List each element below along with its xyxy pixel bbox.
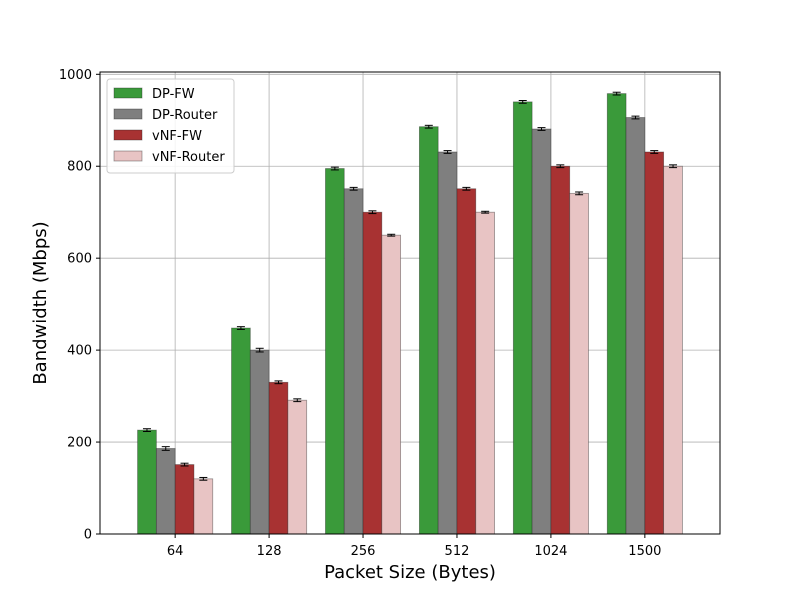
legend-box	[106, 78, 235, 174]
legend-swatch-dp-router	[113, 108, 143, 120]
bar-vnf-router	[193, 478, 214, 535]
bar-vnf-router	[381, 234, 402, 535]
x-tick-label: 128	[257, 544, 282, 559]
x-tick-label: 1024	[534, 544, 567, 559]
bar-vnf-fw	[456, 188, 477, 535]
bar-dp-fw	[418, 126, 439, 535]
y-tick-label: 800	[67, 160, 92, 175]
error-bar-layer	[142, 91, 678, 481]
legend-label-vnf-fw: vNF-FW	[152, 129, 202, 144]
bar-dp-router	[155, 448, 176, 535]
bar-dp-router	[437, 151, 458, 535]
y-tick-label: 1000	[59, 68, 92, 83]
bar-vnf-fw	[268, 381, 289, 535]
x-axis-title: Packet Size (Bytes)	[324, 562, 496, 583]
bar-vnf-router	[475, 211, 495, 535]
y-axis-title: Bandwidth (Mbps)	[30, 221, 51, 384]
legend-swatch-vnf-fw	[113, 129, 143, 141]
bar-vnf-fw	[174, 464, 195, 535]
bar-vnf-router	[569, 192, 589, 535]
bar-dp-fw	[231, 327, 251, 535]
bar-vnf-fw	[644, 151, 665, 535]
legend-swatch-vnf-router	[113, 150, 143, 162]
bar-vnf-router	[287, 399, 308, 535]
bar-vnf-router	[663, 165, 683, 535]
legend: DP-FW DP-Router vNF-FW vNF-Router	[106, 78, 235, 174]
legend-label-vnf-router: vNF-Router	[152, 150, 225, 165]
y-tick-label: 200	[67, 436, 92, 451]
plot-frame	[99, 71, 721, 535]
y-tick-label: 0	[84, 528, 92, 543]
bar-dp-fw	[606, 93, 627, 535]
x-tick-label: 512	[445, 544, 470, 559]
x-tick-label: 256	[351, 544, 376, 559]
bar-dp-router	[625, 117, 646, 535]
tick-layer: 0 200 400 600 800 1000 64 128 256 512 1024 1500	[59, 68, 661, 559]
bar-vnf-fw	[550, 165, 571, 535]
bar-dp-fw	[137, 429, 157, 535]
y-tick-label: 600	[67, 252, 92, 267]
legend-swatch-dp-fw	[113, 87, 143, 99]
bar-dp-router	[343, 188, 364, 535]
bar-vnf-fw	[362, 211, 383, 535]
legend-label-dp-fw: DP-FW	[152, 87, 195, 102]
bar-dp-router	[531, 128, 552, 535]
bar-dp-router	[249, 349, 270, 535]
x-tick-label: 1500	[628, 544, 661, 559]
bar-dp-fw	[325, 168, 345, 535]
x-tick-label: 64	[167, 544, 184, 559]
legend-label-dp-router: DP-Router	[152, 108, 218, 123]
y-tick-label: 400	[67, 344, 92, 359]
bar-dp-fw	[512, 101, 533, 535]
